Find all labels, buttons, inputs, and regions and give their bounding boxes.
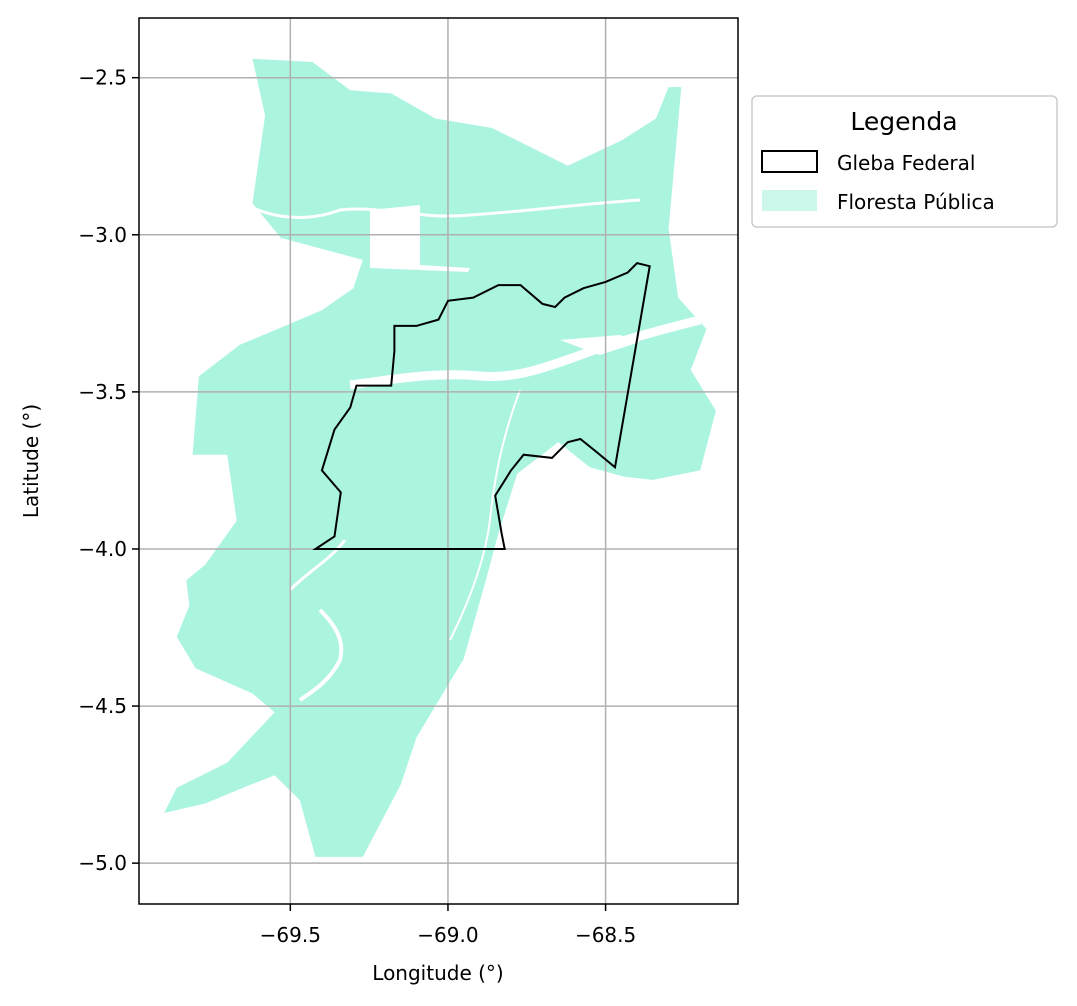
y-tick-label: −5.0 [78, 851, 127, 875]
river-branch [449, 389, 521, 641]
x-tick-label: −68.5 [575, 923, 636, 947]
y-axis-label: Latitude (°) [19, 404, 43, 518]
y-tick-label: −4.0 [78, 537, 127, 561]
plot-frame [138, 17, 739, 905]
x-axis-label: Longitude (°) [372, 961, 503, 985]
legend-label-floresta-publica: Floresta Pública [837, 190, 995, 214]
y-tick-label: −3.5 [78, 380, 127, 404]
legend-label-gleba-federal: Gleba Federal [837, 151, 975, 175]
legend-swatch-gleba-federal [761, 150, 818, 173]
non-forest-patch [370, 205, 470, 272]
x-tick-label: −69.0 [417, 923, 478, 947]
main-river-channel [349, 315, 702, 390]
non-forest-patch [560, 335, 640, 355]
legend: Legenda Gleba Federal Floresta Pública [751, 95, 1058, 228]
y-tick-label: −2.5 [78, 66, 127, 90]
river-branch [288, 539, 347, 592]
axis-ticks: −69.5 −69.0 −68.5 −2.5 −3.0 −3.5 −4.0 −4.5 −5.0 [78, 66, 636, 947]
river-branch [298, 608, 344, 702]
y-tick-label: −3.0 [78, 223, 127, 247]
legend-swatch-floresta-publica [762, 190, 817, 211]
map-layers [139, 18, 738, 904]
y-tick-label: −4.5 [78, 694, 127, 718]
legend-frame [751, 95, 1058, 228]
floresta-publica-area [164, 58, 716, 857]
legend-title: Legenda [850, 107, 957, 136]
gleba-federal-boundary [312, 261, 651, 550]
river-channels [239, 198, 702, 702]
x-tick-label: −69.5 [260, 923, 321, 947]
